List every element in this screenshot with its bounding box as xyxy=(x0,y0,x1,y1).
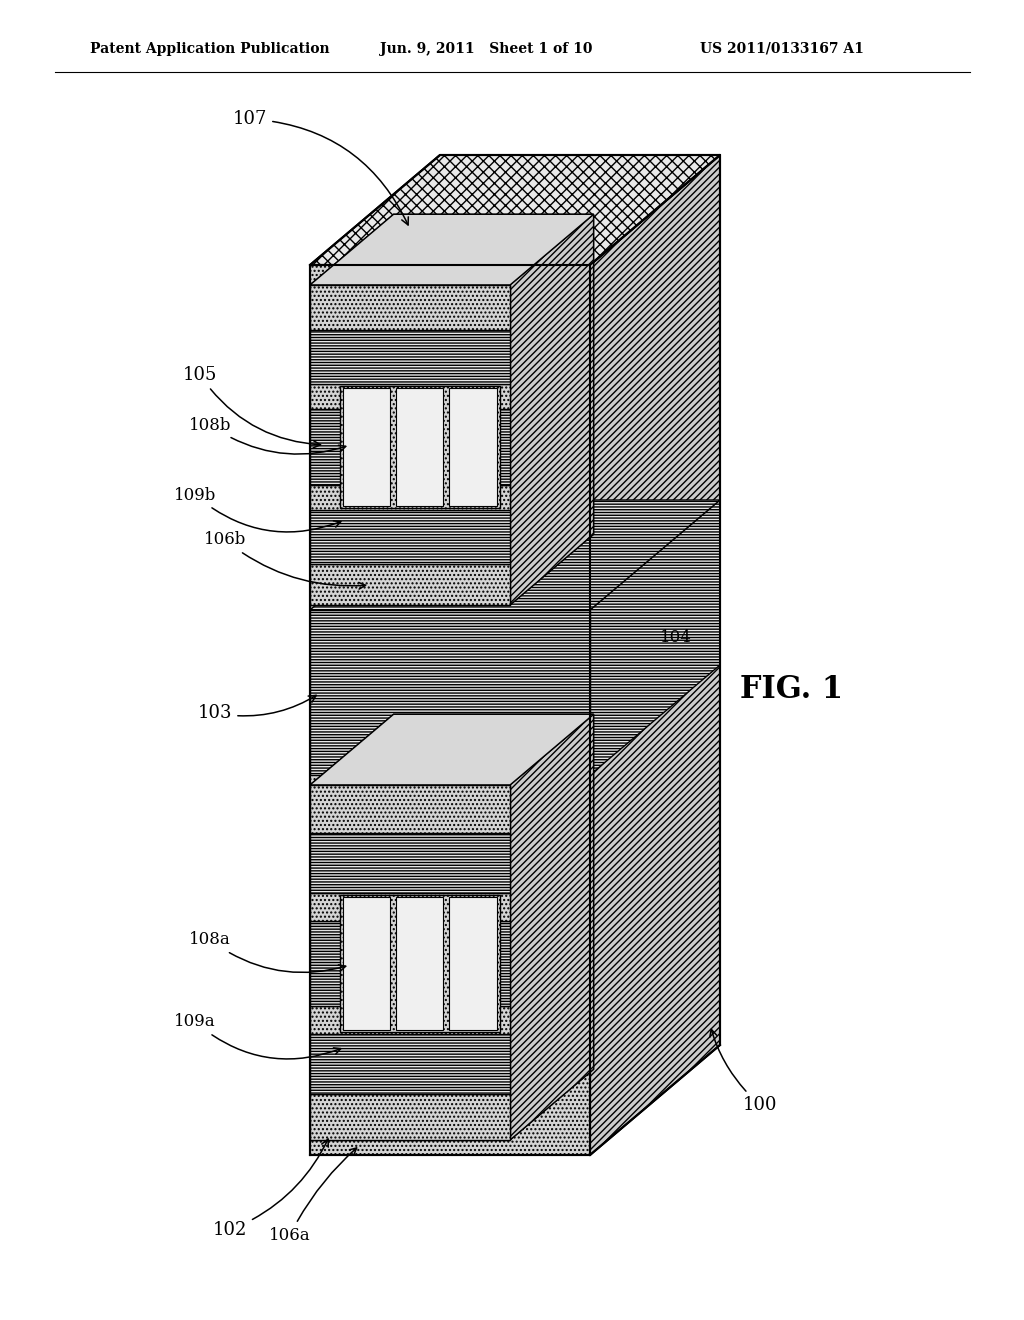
Polygon shape xyxy=(310,714,594,785)
Text: US 2011/0133167 A1: US 2011/0133167 A1 xyxy=(700,42,864,55)
Text: Patent Application Publication: Patent Application Publication xyxy=(90,42,330,55)
Text: Jun. 9, 2011   Sheet 1 of 10: Jun. 9, 2011 Sheet 1 of 10 xyxy=(380,42,593,55)
Polygon shape xyxy=(310,1072,510,1140)
Polygon shape xyxy=(310,285,510,330)
Text: 102: 102 xyxy=(213,1139,329,1239)
Polygon shape xyxy=(310,214,594,285)
Polygon shape xyxy=(310,500,720,610)
Polygon shape xyxy=(510,214,594,605)
Polygon shape xyxy=(310,995,510,1072)
Polygon shape xyxy=(310,921,510,1006)
Polygon shape xyxy=(343,898,390,1030)
Polygon shape xyxy=(396,388,443,506)
Text: 107: 107 xyxy=(232,110,409,224)
Polygon shape xyxy=(310,154,720,265)
Polygon shape xyxy=(449,388,497,506)
Polygon shape xyxy=(310,785,510,853)
Polygon shape xyxy=(310,1034,510,1094)
Polygon shape xyxy=(310,389,510,475)
Polygon shape xyxy=(510,714,594,1140)
Polygon shape xyxy=(310,409,510,484)
Polygon shape xyxy=(395,392,429,473)
Polygon shape xyxy=(310,510,510,564)
Polygon shape xyxy=(510,714,594,1140)
Polygon shape xyxy=(310,906,510,995)
Text: FIG. 1: FIG. 1 xyxy=(740,675,843,705)
Polygon shape xyxy=(310,853,510,906)
Text: 105: 105 xyxy=(183,366,321,447)
Text: 109b: 109b xyxy=(174,487,341,532)
Polygon shape xyxy=(343,388,390,506)
Text: 103: 103 xyxy=(198,696,316,722)
Polygon shape xyxy=(310,484,510,510)
Polygon shape xyxy=(310,1094,510,1140)
Text: 108a: 108a xyxy=(189,932,346,973)
Polygon shape xyxy=(310,545,510,605)
Text: 108b: 108b xyxy=(188,417,346,454)
Polygon shape xyxy=(310,833,510,894)
Polygon shape xyxy=(340,385,500,508)
Polygon shape xyxy=(395,907,429,993)
Polygon shape xyxy=(310,714,594,785)
Polygon shape xyxy=(449,898,497,1030)
Polygon shape xyxy=(590,154,720,1155)
Polygon shape xyxy=(310,564,510,605)
Polygon shape xyxy=(510,214,594,605)
Polygon shape xyxy=(340,895,500,1032)
Polygon shape xyxy=(310,475,510,545)
Polygon shape xyxy=(433,907,468,993)
Text: 100: 100 xyxy=(710,1030,777,1114)
Polygon shape xyxy=(310,1006,510,1034)
Polygon shape xyxy=(357,392,391,473)
Polygon shape xyxy=(357,907,391,993)
Polygon shape xyxy=(310,214,594,285)
Text: 109a: 109a xyxy=(174,1014,341,1059)
Polygon shape xyxy=(590,500,720,775)
Text: 106b: 106b xyxy=(204,532,366,589)
Polygon shape xyxy=(310,330,510,384)
Polygon shape xyxy=(310,265,590,1155)
Text: 104: 104 xyxy=(660,630,692,647)
Polygon shape xyxy=(310,610,590,775)
Polygon shape xyxy=(433,392,468,473)
Polygon shape xyxy=(310,384,510,409)
Text: 106a: 106a xyxy=(269,1148,356,1243)
Polygon shape xyxy=(310,894,510,921)
Polygon shape xyxy=(310,785,510,833)
Polygon shape xyxy=(396,898,443,1030)
Polygon shape xyxy=(310,285,510,345)
Polygon shape xyxy=(310,345,510,389)
